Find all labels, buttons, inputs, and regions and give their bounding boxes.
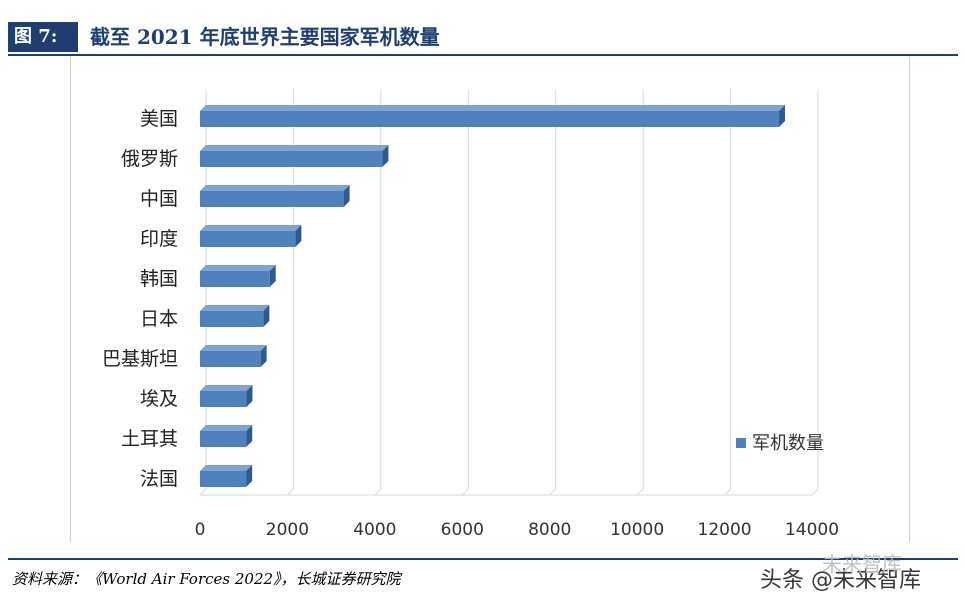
bar-side	[246, 465, 253, 487]
gridline-floor	[724, 488, 731, 496]
bar-side	[269, 265, 276, 287]
x-tick-label: 14000	[785, 520, 839, 540]
bar-side	[263, 305, 270, 327]
category-label: 美国	[140, 108, 178, 130]
watermark: 头条 @未来智库 未来智库	[760, 552, 921, 594]
category-label: 土耳其	[121, 428, 178, 450]
x-tick-label: 10000	[610, 520, 664, 540]
source-note: 资料来源：《World Air Forces 2022》，长城证券研究院	[12, 570, 401, 588]
bar	[200, 231, 296, 247]
header-divider	[8, 54, 958, 56]
bar-top	[200, 105, 786, 111]
bar-top	[200, 145, 389, 151]
category-label: 巴基斯坦	[102, 348, 178, 370]
category-label: 埃及	[140, 388, 178, 410]
watermark-faded-text: 未来智库	[822, 552, 902, 576]
chart-frame	[70, 57, 910, 542]
bar	[200, 471, 247, 487]
bar-top	[200, 225, 302, 231]
bar-side	[382, 145, 389, 167]
gridline-floor	[549, 488, 557, 496]
bar-top	[200, 265, 276, 271]
watermark-text: 头条 @未来智库	[760, 568, 921, 593]
bar	[200, 431, 247, 447]
legend-label: 军机数量	[752, 433, 824, 454]
category-label: 法国	[140, 468, 178, 490]
category-label: 印度	[140, 228, 178, 250]
footer-divider	[8, 558, 958, 560]
bar	[200, 271, 270, 287]
bar	[200, 191, 344, 207]
x-tick-label: 0	[195, 520, 206, 540]
x-tick-label: 2000	[266, 520, 309, 540]
bar	[200, 311, 264, 327]
category-label: 俄罗斯	[121, 148, 178, 170]
category-label: 日本	[140, 308, 178, 330]
bar-side	[779, 105, 786, 127]
gridline-floor	[461, 488, 469, 496]
bar-top	[200, 385, 253, 391]
bar-top	[200, 345, 267, 351]
bar-side	[295, 225, 302, 247]
figure-title: 截至 2021 年底世界主要国家军机数量	[90, 25, 440, 49]
gridline-floor	[199, 488, 207, 496]
category-label: 韩国	[140, 268, 178, 290]
x-tick-label: 12000	[698, 520, 752, 540]
figure-header: 图 7: 截至 2021 年底世界主要国家军机数量	[8, 22, 958, 52]
bar	[200, 351, 261, 367]
x-tick-label: 4000	[353, 520, 396, 540]
x-tick-label: 6000	[441, 520, 484, 540]
category-label: 中国	[140, 188, 178, 210]
figure-label: 图 7:	[8, 22, 78, 52]
gridline-floor	[287, 488, 294, 496]
bar-side	[246, 385, 253, 407]
bar-top	[200, 185, 350, 191]
bar	[200, 151, 383, 167]
bar-top	[200, 465, 253, 471]
gridline-floor	[374, 488, 382, 496]
bar-top	[200, 305, 270, 311]
bar-side	[260, 345, 267, 367]
gridline-floor	[636, 488, 644, 496]
legend-swatch	[736, 438, 746, 448]
x-tick-label: 8000	[528, 520, 571, 540]
bar-side	[246, 425, 253, 447]
gridline-floor	[811, 488, 819, 496]
bar	[200, 111, 780, 127]
bar-side	[343, 185, 350, 207]
bar-top	[200, 425, 253, 431]
bar	[200, 391, 247, 407]
